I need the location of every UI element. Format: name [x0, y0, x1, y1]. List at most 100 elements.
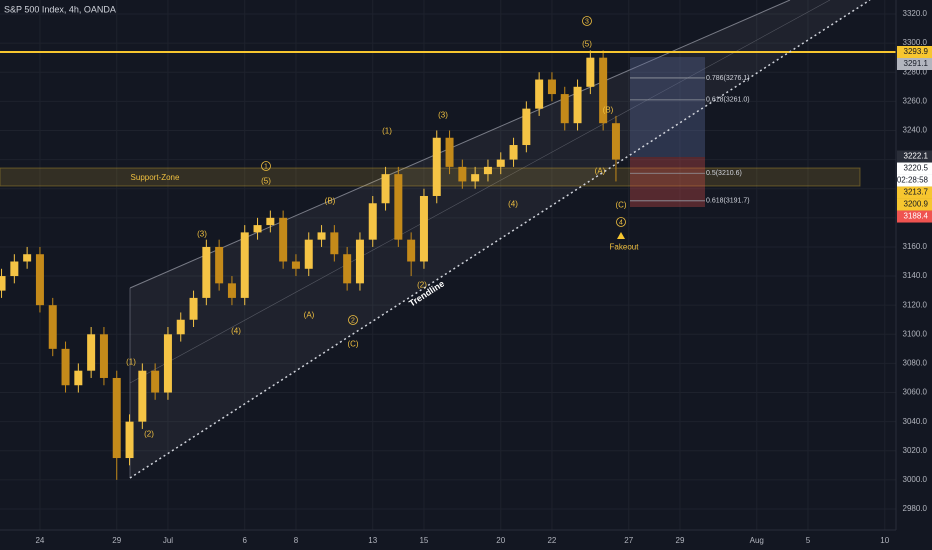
candle-body [496, 159, 505, 167]
candle-body [23, 254, 32, 262]
candle-body [74, 370, 83, 386]
fib-label: 0.618(3191.7) [706, 198, 750, 205]
wave-circle [261, 161, 271, 171]
candle-body [535, 79, 544, 109]
candle-body [509, 145, 518, 160]
candle-body [138, 370, 147, 422]
price-tag [897, 210, 932, 223]
candle-body [432, 137, 441, 196]
candle-body [419, 195, 428, 262]
price-tag [897, 57, 932, 70]
wave-label: (C) [347, 340, 358, 349]
candle-body [266, 217, 275, 226]
candle-body [599, 57, 608, 124]
y-tick-label: 3040.0 [903, 417, 928, 426]
candle-body [279, 217, 288, 262]
candle-body [330, 232, 339, 255]
wave-label: (B) [325, 197, 336, 206]
y-tick-label: 3100.0 [903, 329, 928, 338]
candle-body [215, 246, 224, 284]
wave-label: (2) [417, 281, 427, 290]
channel-upper [129, 0, 791, 289]
fib-label: 0.5(3210.6) [706, 170, 742, 177]
price-tag-label: 3220.5 [904, 164, 929, 173]
support-label: Support-Zone [131, 173, 180, 182]
candle-body [10, 261, 19, 277]
axes: 2980.03000.03020.03040.03060.03080.03100… [35, 9, 932, 545]
price-tag-label: 3200.9 [904, 200, 929, 209]
candle-body [151, 370, 160, 393]
fib-label: 0.786(3276.1) [706, 75, 750, 82]
candle-body [471, 174, 480, 182]
candle-body [0, 276, 6, 291]
x-tick-label: 20 [496, 536, 505, 545]
candle-body [394, 174, 403, 240]
wave-label: (1) [382, 127, 392, 136]
marks: 0.786(3276.1) 0.618(3261.0) 0.5(3210.6) 0.6… [0, 16, 896, 480]
price-tag-label: 3213.7 [904, 188, 929, 197]
candle-body [343, 254, 352, 284]
wave-circle [348, 315, 358, 325]
candle-body [61, 348, 70, 386]
candle-body [48, 305, 57, 349]
candle-body [35, 254, 44, 306]
y-tick-label: 3160.0 [903, 242, 928, 251]
candle-body [573, 86, 582, 124]
candle-body [355, 239, 364, 284]
time-axis [0, 530, 932, 550]
wave-label: 4 [619, 219, 623, 226]
x-tick-label: 24 [35, 536, 44, 545]
wave-label: (A) [595, 167, 606, 176]
candle-body [368, 203, 377, 240]
y-tick-label: 2980.0 [903, 504, 928, 513]
candle-body [522, 108, 531, 146]
wave-label: (2) [144, 430, 154, 439]
wave-label: (3) [197, 230, 207, 239]
wave-label: (4) [231, 327, 241, 336]
candle-body [458, 166, 467, 182]
candle-body [176, 319, 185, 335]
x-tick-label: 6 [243, 536, 248, 545]
candle-body [560, 94, 569, 124]
wave-label: 2 [351, 317, 355, 324]
x-tick-label: 27 [624, 536, 633, 545]
wave-label: (A) [304, 311, 315, 320]
wave-label: (3) [438, 111, 448, 120]
support-zone [0, 167, 861, 187]
candle-body [87, 334, 96, 371]
fakeout-arrow [617, 232, 625, 239]
x-tick-label: 29 [112, 536, 121, 545]
wave-circle [616, 217, 626, 227]
candle-body [227, 283, 236, 298]
candle-body [291, 261, 300, 269]
wave-label: (1) [126, 358, 136, 367]
price-tag [897, 198, 932, 211]
wave-label: 3 [585, 18, 589, 25]
candle-body [407, 239, 416, 262]
x-tick-label: 15 [419, 536, 428, 545]
candle-body [381, 174, 390, 204]
price-tag [897, 150, 932, 163]
candle-body [483, 166, 492, 175]
candle-body [112, 377, 121, 459]
fib-lower-box [630, 157, 705, 207]
x-tick-label: 5 [806, 536, 811, 545]
candle-body [189, 297, 198, 320]
y-tick-label: 3060.0 [903, 388, 928, 397]
y-tick-label: 3320.0 [903, 9, 928, 18]
wave-circle [582, 16, 592, 26]
candle-body [586, 57, 595, 87]
candle-body [611, 123, 620, 160]
countdown: 02:28:58 [897, 176, 929, 185]
x-tick-label: Aug [750, 536, 764, 545]
x-tick-label: 22 [547, 536, 556, 545]
fib-label: 0.618(3261.0) [706, 97, 750, 104]
candle-body [304, 239, 313, 269]
y-tick-label: 3120.0 [903, 300, 928, 309]
fakeout-label: Fakeout [610, 243, 640, 252]
price-tag-label: 3188.4 [904, 212, 929, 221]
candle-body [253, 225, 262, 233]
price-tag-label: 3293.9 [904, 47, 929, 56]
